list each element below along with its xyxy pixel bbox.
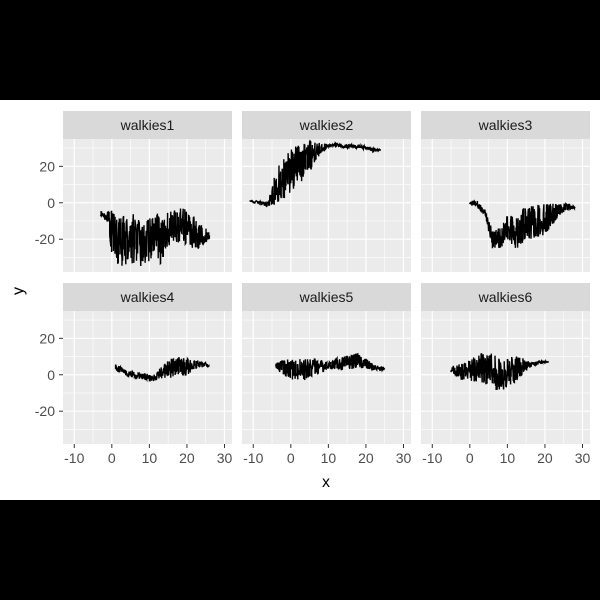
walk-line-walkies1: [99, 208, 211, 267]
facet-strip: [63, 111, 232, 139]
walk-line-walkies3: [469, 199, 576, 249]
x-tick-label: -10: [64, 450, 84, 466]
y-tick-label: 0: [47, 195, 55, 211]
letterbox-top: [0, 0, 600, 100]
facet-panel: [242, 139, 411, 272]
facet-strip-label: walkies1: [120, 117, 175, 133]
facet-panel: [242, 311, 411, 444]
facet-walkies3: walkies3: [421, 111, 590, 272]
y-tick-label: -20: [35, 231, 55, 247]
x-tick-label: 10: [500, 450, 516, 466]
x-tick-label: 20: [537, 450, 553, 466]
facet-strip: [421, 283, 590, 311]
x-tick-label: 30: [575, 450, 591, 466]
shared-axes: -20 0 20 -20 0 20 -10 0 10 20 30 -10 0 10 20 30 -10 0 10 20…: [35, 158, 591, 466]
facet-strip-label: walkies2: [299, 117, 354, 133]
facet-strip: [242, 283, 411, 311]
x-tick-label: 20: [179, 450, 195, 466]
walk-line-walkies4: [114, 356, 210, 383]
x-tick-label: 0: [287, 450, 295, 466]
facet-strip-label: walkies6: [478, 289, 533, 305]
facet-walkies2: walkies2: [242, 111, 411, 272]
x-tick-label: -10: [243, 450, 263, 466]
facet-walkies4: walkies4: [63, 283, 232, 444]
y-tick-label: -20: [35, 403, 55, 419]
walk-line-walkies6: [450, 353, 549, 391]
letterbox-bottom: [0, 500, 600, 600]
x-tick-label: 20: [358, 450, 374, 466]
facet-walkies1: walkies1: [63, 111, 232, 272]
facet-walkies5: walkies5: [242, 283, 411, 444]
facet-strip: [63, 283, 232, 311]
facet-strip: [421, 111, 590, 139]
facet-grid: walkies1 walkies2 walkies3 walkies4 walkies5…: [63, 111, 590, 444]
y-axis-label: y: [10, 287, 27, 295]
facet-panel: [63, 139, 232, 272]
facet-strip-label: walkies4: [120, 289, 175, 305]
x-tick-label: 0: [466, 450, 474, 466]
y-tick-label: 20: [39, 330, 55, 346]
facet-walkies6: walkies6: [421, 283, 590, 444]
x-tick-label: -10: [422, 450, 442, 466]
walk-line-walkies5: [275, 353, 386, 381]
walk-line-walkies2: [249, 139, 381, 208]
y-tick-label: 0: [47, 367, 55, 383]
x-tick-label: 30: [396, 450, 412, 466]
y-tick-label: 20: [39, 158, 55, 174]
x-axis-label: x: [322, 474, 330, 491]
facet-strip-label: walkies3: [478, 117, 533, 133]
facet-strip: [242, 111, 411, 139]
facet-strip-label: walkies5: [299, 289, 354, 305]
x-tick-label: 0: [108, 450, 116, 466]
facet-panel: [421, 139, 590, 272]
x-tick-label: 10: [321, 450, 337, 466]
x-tick-label: 10: [142, 450, 158, 466]
x-tick-label: 30: [217, 450, 233, 466]
